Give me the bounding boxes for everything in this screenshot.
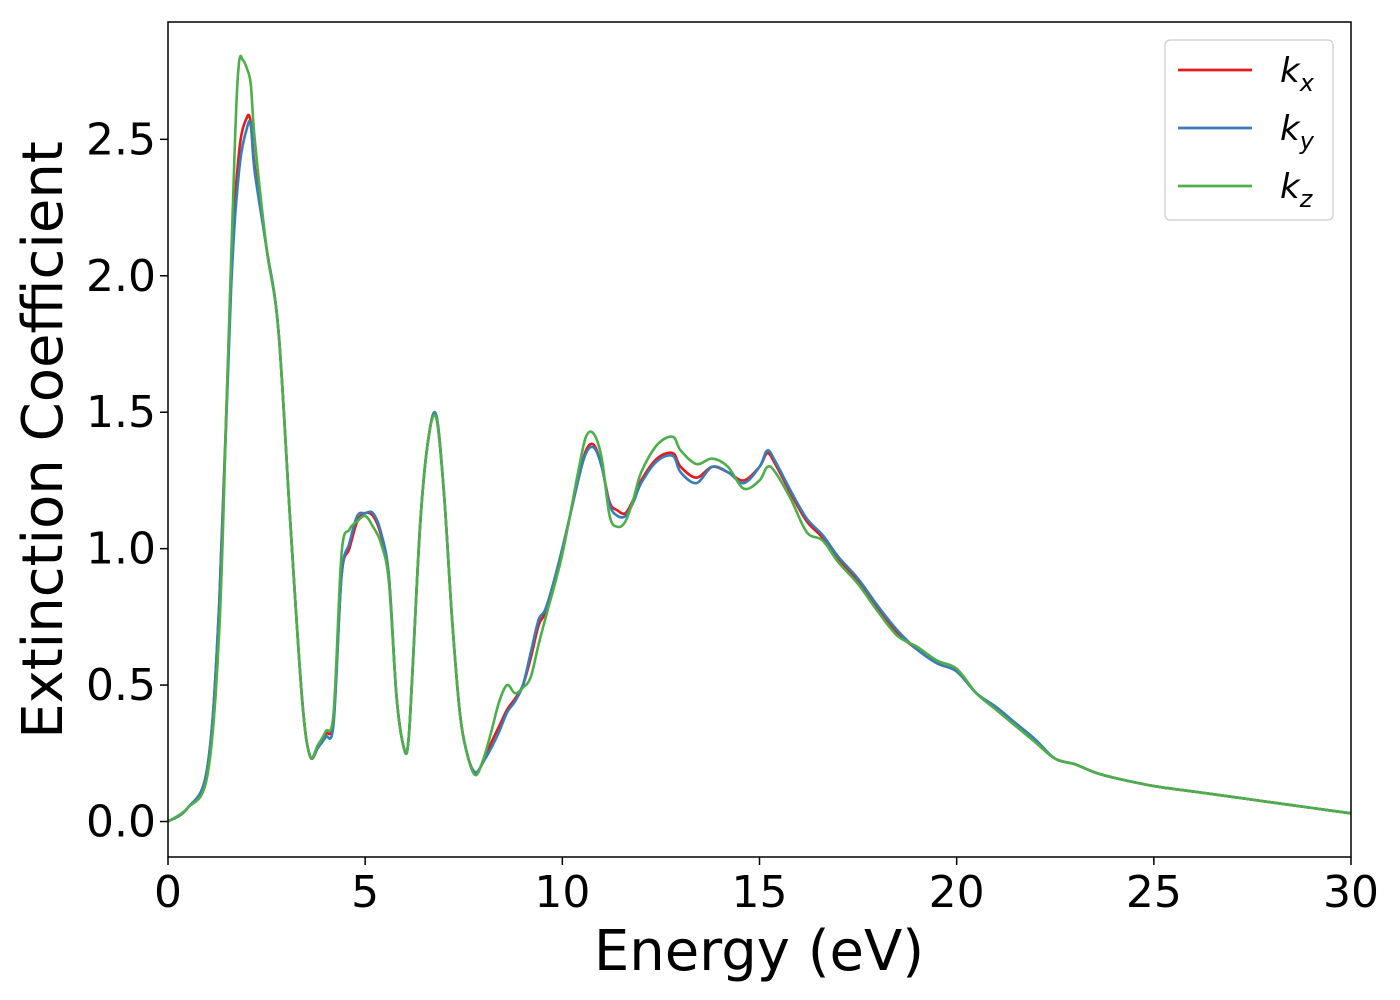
y-tick-label: 0.0: [86, 797, 156, 848]
y-tick-label: 1.5: [86, 387, 156, 438]
x-axis-label: Energy (eV): [594, 919, 924, 984]
y-tick-label: 0.5: [86, 660, 156, 711]
x-tick-label: 20: [929, 867, 985, 918]
series-line-ky: [167, 120, 1352, 823]
x-tick-label: 15: [732, 867, 788, 918]
y-tick-label: 1.0: [86, 524, 156, 575]
y-axis-ticks: 0.0 0.5 1.0 1.5 2.0 2.5: [86, 114, 168, 848]
legend-box: [1164, 39, 1334, 221]
x-tick-label: 30: [1323, 867, 1379, 918]
x-tick-label: 0: [154, 867, 182, 918]
x-tick-label: 10: [534, 867, 590, 918]
series-line-kz: [167, 54, 1352, 823]
x-axis-ticks: 0 5 10 15 20 25 30: [154, 857, 1379, 918]
y-axis-label: Extinction Coefficient: [11, 141, 76, 739]
y-tick-label: 2.5: [86, 114, 156, 165]
series-lines: [167, 54, 1352, 823]
x-tick-label: 5: [351, 867, 379, 918]
y-tick-label: 2.0: [86, 251, 156, 302]
x-tick-label: 25: [1126, 867, 1182, 918]
